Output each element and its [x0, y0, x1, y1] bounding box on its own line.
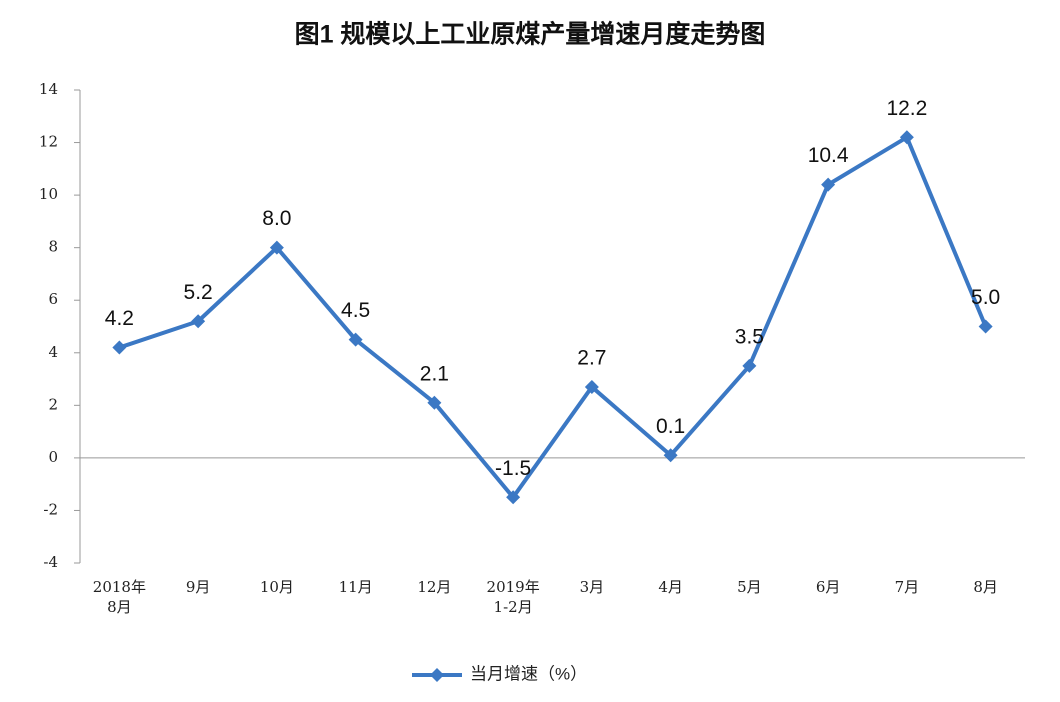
marker — [348, 332, 363, 347]
marker — [663, 448, 678, 463]
y-tick-label: 4 — [48, 343, 58, 361]
y-tick-label: 12 — [39, 133, 58, 151]
marker — [506, 490, 521, 505]
x-tick-label: 9月 — [185, 578, 211, 596]
x-tick-label: 6月 — [815, 578, 841, 596]
y-tick-label: 2 — [48, 395, 58, 413]
data-label: 0.1 — [656, 415, 685, 438]
x-tick-label: 12月 — [417, 578, 452, 596]
x-tick-label: 4月 — [658, 578, 683, 596]
data-label: 4.2 — [105, 307, 134, 330]
x-tick-label: 8月 — [973, 578, 998, 596]
series-line — [118, 135, 988, 500]
x-tick-label: 2018年 8月 — [92, 578, 146, 616]
marker — [191, 314, 206, 329]
data-label: 2.7 — [577, 346, 606, 369]
data-label: 5.0 — [971, 286, 1000, 309]
x-tick-label: 7月 — [894, 578, 920, 596]
y-tick-label: 0 — [48, 448, 58, 466]
data-label: 5.2 — [184, 281, 213, 304]
y-tick-label: 8 — [48, 238, 58, 256]
data-label: 10.4 — [808, 144, 849, 167]
y-tick-label: 10 — [39, 185, 58, 203]
marker — [742, 358, 757, 373]
y-tick-label: 14 — [39, 80, 58, 98]
data-label: 3.5 — [735, 325, 764, 348]
marker — [269, 240, 284, 255]
data-label: 12.2 — [886, 97, 927, 120]
legend-marker — [430, 668, 444, 682]
data-label: -1.5 — [495, 457, 531, 480]
x-tick-label: 3月 — [579, 578, 605, 596]
marker — [821, 177, 836, 192]
x-tick-label: 2019年 1-2月 — [486, 578, 540, 616]
marker — [978, 319, 993, 334]
x-tick-label: 10月 — [259, 578, 294, 596]
marker — [112, 340, 127, 355]
data-label: 2.1 — [420, 362, 449, 385]
x-tick-label: 11月 — [338, 578, 373, 596]
y-tick-label: 6 — [48, 290, 58, 308]
marker — [584, 379, 599, 394]
data-label: 8.0 — [262, 207, 291, 230]
marker — [899, 130, 914, 145]
data-label: 4.5 — [341, 299, 370, 322]
chart-title: 图1 规模以上工业原煤产量增速月度走势图 — [295, 20, 766, 49]
legend-label: 当月增速（%） — [470, 664, 587, 683]
y-tick-label: -2 — [43, 500, 58, 518]
x-tick-label: 5月 — [737, 578, 762, 596]
marker — [427, 395, 442, 410]
y-tick-label: -4 — [43, 553, 58, 571]
